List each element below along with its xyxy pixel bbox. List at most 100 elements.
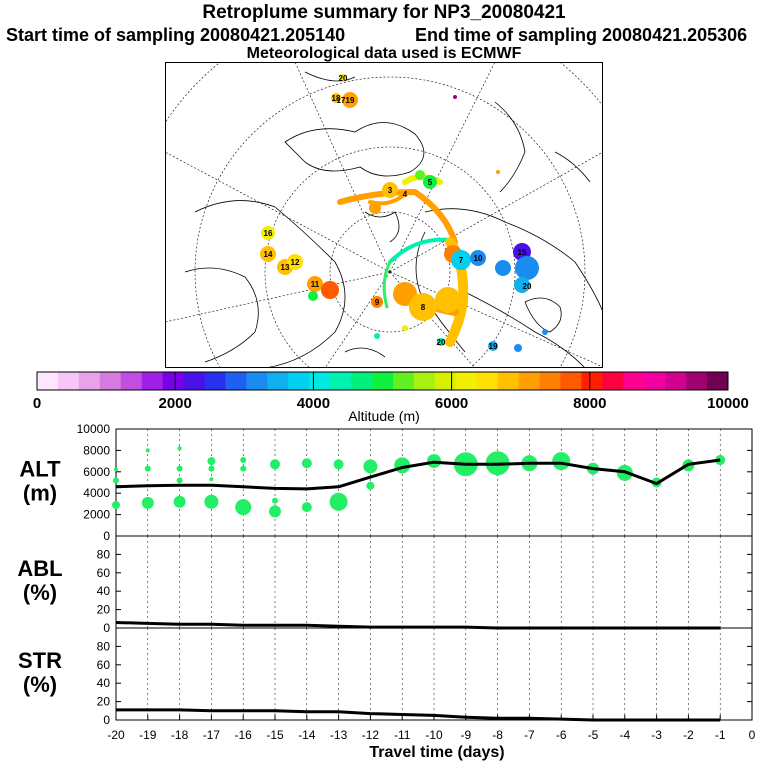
- colorbar-swatch: [183, 372, 206, 390]
- altitude-point: [176, 465, 183, 472]
- colorbar-tick-label: 6000: [435, 395, 468, 412]
- x-tick-label: -19: [139, 728, 157, 742]
- marker-label: 12: [291, 258, 300, 267]
- altitude-point: [209, 477, 214, 482]
- marker-label: 13: [281, 263, 290, 272]
- x-tick-label: -10: [425, 728, 443, 742]
- altitude-point: [176, 477, 183, 484]
- chart-title: Retroplume summary for NP3_20080421: [202, 2, 566, 23]
- marker-label: 17: [337, 96, 346, 105]
- x-tick-label: -11: [394, 728, 411, 742]
- x-axis-label: Travel time (days): [369, 744, 504, 761]
- y-axis-label: STR: [18, 648, 62, 673]
- map-marker-labels: 20 19 18 17 16 14 13 12 11 9 8 4 3 5 7 1…: [264, 74, 532, 351]
- x-tick-label: -9: [460, 728, 471, 742]
- colorbar-swatch: [518, 372, 541, 390]
- altitude-point: [207, 457, 216, 466]
- marker-label: 11: [311, 280, 320, 289]
- panel-str: 0 20 40 60 80 STR(%): [18, 627, 753, 727]
- colorbar-tick-label: 8000: [573, 395, 606, 412]
- altitude-point: [112, 500, 120, 509]
- altitude-point: [333, 459, 344, 470]
- colorbar-swatch: [581, 372, 603, 390]
- map-coastlines: [184, 71, 603, 368]
- marker-label: 9: [375, 298, 380, 307]
- colorbar-swatch: [560, 372, 582, 390]
- colorbar-swatch: [267, 372, 289, 390]
- marker-label: 19: [489, 342, 498, 351]
- x-tick-label: -17: [203, 728, 221, 742]
- y-axis-label: ALT: [19, 457, 61, 482]
- marker-label: 20: [339, 74, 348, 83]
- altitude-point: [240, 465, 247, 472]
- colorbar-swatch: [434, 372, 457, 390]
- altitude-point: [301, 502, 312, 513]
- colorbar-swatch: [78, 372, 101, 390]
- marker-label: 10: [474, 254, 483, 263]
- colorbar-swatch: [37, 372, 59, 390]
- y-tick-label: 0: [103, 713, 110, 727]
- y-tick-label: 60: [97, 658, 111, 672]
- retroplume-map: 20 19 18 17 16 14 13 12 11 9 8 4 3 5 7 1…: [165, 62, 603, 368]
- panel-alt: 0 2000 4000 6000 8000 10000 ALT(m): [19, 422, 753, 543]
- marker-label: 8: [421, 303, 426, 312]
- x-tick-label: -16: [235, 728, 253, 742]
- colorbar-title: Altitude (m): [348, 408, 420, 424]
- series-line-alt: [115, 458, 721, 491]
- y-axis-label: (%): [23, 580, 57, 605]
- x-tick-label: -5: [588, 728, 599, 742]
- altitude-point: [144, 465, 151, 472]
- colorbar-swatch: [392, 372, 415, 390]
- map-markers: [260, 74, 548, 352]
- x-tick-label: -4: [619, 728, 630, 742]
- x-tick-label: -15: [266, 728, 284, 742]
- altitude-point: [114, 467, 118, 472]
- time-series-panels: 0200040006000800010000ALT(m)020406080ABL…: [17, 422, 756, 761]
- y-axis-label: ABL: [17, 556, 62, 581]
- series-line-abl: [115, 621, 721, 630]
- colorbar-swatch: [309, 372, 331, 390]
- marker-label: 16: [264, 229, 273, 238]
- x-tick-label: -20: [107, 728, 125, 742]
- altitude-point: [363, 459, 378, 474]
- altitude-point: [301, 458, 312, 469]
- colorbar-swatch: [351, 372, 373, 390]
- y-tick-label: 0: [103, 529, 110, 543]
- colorbar-swatch: [644, 372, 666, 390]
- marker-label: 7: [459, 256, 464, 265]
- altitude-point: [240, 457, 247, 464]
- y-tick-label: 20: [97, 695, 111, 709]
- colorbar-tick-label: 0: [33, 395, 41, 412]
- colorbar-swatch: [120, 372, 143, 390]
- altitude-point: [329, 492, 348, 511]
- colorbar-swatch: [455, 372, 478, 390]
- altitude-colorbar: 0 2000 4000 6000 8000 10000 Altitude (m): [33, 371, 749, 424]
- altitude-point: [208, 465, 215, 472]
- marker-label: 18: [332, 94, 341, 103]
- colorbar-swatch: [246, 372, 268, 390]
- altitude-point: [173, 495, 186, 508]
- colorbar-swatch: [372, 372, 394, 390]
- altitude-point: [495, 471, 500, 476]
- colorbar-swatch: [686, 372, 708, 390]
- x-tick-label: -18: [171, 728, 189, 742]
- colorbar-swatch: [225, 372, 247, 390]
- colorbar-swatch: [162, 372, 185, 390]
- marker-label: 19: [346, 96, 355, 105]
- x-tick-label: -8: [492, 728, 503, 742]
- altitude-point: [113, 477, 119, 484]
- y-tick-label: 2000: [83, 508, 110, 522]
- x-tick-label: -14: [298, 728, 316, 742]
- marker-label: 3: [388, 186, 393, 195]
- x-tick-label: 0: [749, 728, 756, 742]
- colorbar-tick-label: 10000: [707, 395, 749, 412]
- y-tick-label: 4000: [83, 486, 110, 500]
- x-tick-label: -13: [330, 728, 348, 742]
- colorbar-swatch: [707, 372, 729, 390]
- x-tick-label: -7: [524, 728, 535, 742]
- y-tick-label: 60: [97, 566, 111, 580]
- map-frame: [165, 62, 603, 368]
- altitude-point: [145, 448, 150, 453]
- marker-label: 15: [518, 248, 527, 257]
- colorbar-swatch: [288, 372, 310, 390]
